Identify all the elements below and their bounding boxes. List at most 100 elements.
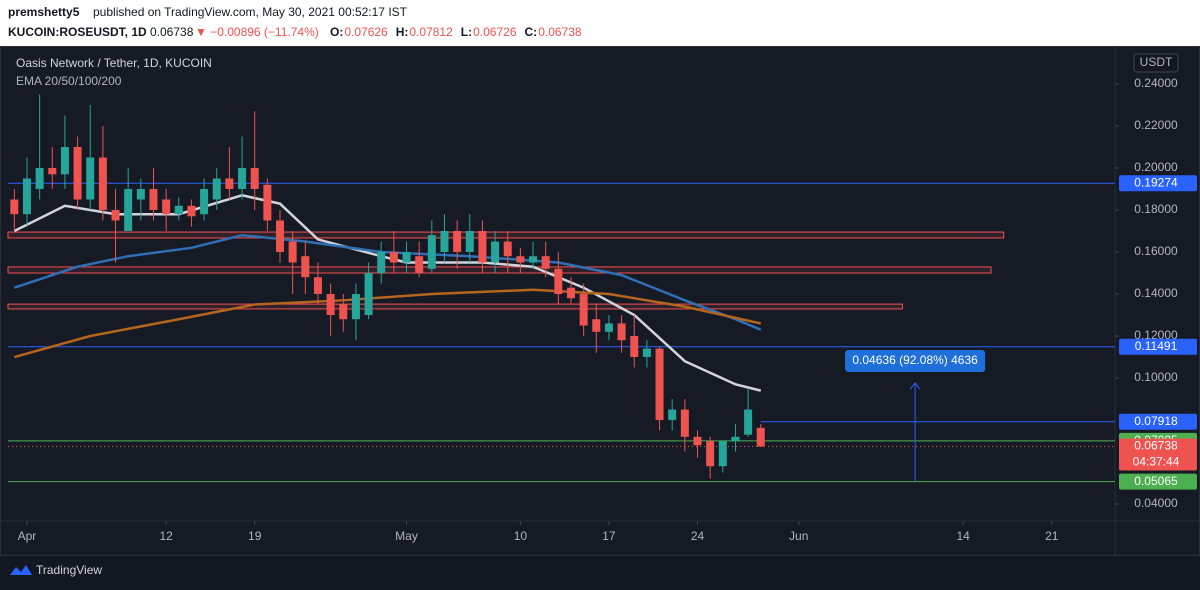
candle-body	[503, 241, 512, 257]
measure-label: 0.04636 (92.08%) 4636	[852, 353, 978, 367]
candle-body	[250, 167, 259, 189]
candle-body	[491, 241, 500, 263]
candle-body	[668, 409, 677, 421]
candle-body	[124, 188, 133, 232]
candle-body	[174, 205, 183, 215]
x-tick-label: 12	[159, 529, 173, 543]
y-tick-label: 0.14000	[1134, 286, 1178, 300]
candle-body	[744, 409, 753, 435]
countdown: 04:37:44	[1133, 455, 1180, 469]
candle-body	[604, 323, 613, 332]
price-label: 0.06738	[1134, 439, 1178, 453]
candle-body	[86, 157, 95, 200]
x-tick-label: Apr	[18, 529, 37, 543]
candle-body	[706, 441, 715, 467]
candle-body	[326, 294, 335, 316]
candle-body	[529, 256, 538, 263]
candle-body	[377, 252, 386, 274]
y-tick-label: 0.04000	[1134, 496, 1178, 510]
candle-body	[351, 294, 360, 320]
y-tick-label: 0.24000	[1134, 76, 1178, 90]
price-label-bg	[1119, 438, 1197, 471]
candle-body	[516, 256, 525, 263]
price: 0.06738	[150, 25, 194, 39]
candle-body	[465, 231, 474, 253]
candle-body	[73, 146, 82, 200]
ohlc-label: C:	[525, 25, 538, 39]
y-tick-label: 0.22000	[1134, 118, 1178, 132]
x-tick-label: 14	[957, 529, 971, 543]
y-tick-label: 0.10000	[1134, 370, 1178, 384]
measure-box	[845, 350, 986, 373]
candle-body	[453, 231, 462, 253]
x-tick-label: 21	[1045, 529, 1059, 543]
ohlc: O: 0.07626 H: 0.07812 L: 0.06726 C: 0.06738	[330, 25, 582, 39]
candle-body	[642, 348, 651, 358]
ohlc-label: L:	[461, 25, 472, 39]
candle-body	[630, 336, 639, 358]
candle-body	[579, 294, 588, 326]
candle-body	[238, 167, 247, 189]
symbol: KUCOIN:ROSEUSDT, 1D	[8, 25, 147, 39]
ohlc-value: 0.07812	[409, 25, 453, 39]
candle-body	[339, 304, 348, 320]
published: published on TradingView.com, May 30, 20…	[93, 5, 408, 19]
y-tick-label: 0.18000	[1134, 202, 1178, 216]
y-tick-label: 0.12000	[1134, 328, 1178, 342]
candle-body	[427, 235, 436, 269]
candle-body	[48, 167, 57, 175]
chart-title: Oasis Network / Tether, 1D, KUCOIN	[16, 56, 212, 70]
candle-body	[162, 199, 171, 215]
change: ▼ −0.00896 (−11.74%)	[195, 25, 319, 39]
candle-body	[22, 178, 31, 215]
unit-label: USDT	[1140, 55, 1173, 69]
candle-body	[136, 188, 145, 200]
candle-body	[617, 323, 626, 341]
candle-body	[288, 241, 297, 263]
ohlc-label: H:	[396, 25, 409, 39]
candle-body	[364, 273, 373, 316]
candle-body	[718, 441, 727, 467]
candle-body	[149, 188, 158, 210]
author: premshetty5	[8, 5, 80, 19]
candle-body	[212, 178, 221, 200]
x-tick-label: 24	[691, 529, 705, 543]
x-tick-label: May	[395, 529, 418, 543]
candle-body	[111, 210, 120, 221]
chart-subtitle: EMA 20/50/100/200	[16, 74, 122, 88]
candle-body	[554, 268, 563, 295]
candle-body	[301, 256, 310, 278]
plot-bg	[0, 46, 1200, 556]
header-bg	[0, 0, 1200, 46]
candle-body	[655, 348, 664, 421]
candle-body	[35, 167, 44, 189]
candle-body	[756, 427, 765, 447]
x-tick-label: 17	[602, 529, 616, 543]
brand: TradingView	[36, 563, 102, 577]
candle-body	[478, 231, 487, 263]
y-tick-label: 0.20000	[1134, 160, 1178, 174]
x-tick-label: 19	[248, 529, 262, 543]
candle-body	[98, 157, 107, 210]
candle-body	[440, 231, 449, 253]
candle-body	[731, 436, 740, 442]
candle-body	[313, 277, 322, 295]
x-tick-label: Jun	[789, 529, 808, 543]
x-tick-label: 10	[514, 529, 528, 543]
price-label: 0.05065	[1134, 474, 1178, 488]
candle-body	[592, 319, 601, 332]
candle-body	[263, 184, 272, 221]
candle-body	[389, 252, 398, 263]
candle-body	[60, 146, 69, 175]
candle-body	[693, 436, 702, 446]
y-tick-label: 0.16000	[1134, 244, 1178, 258]
logo	[10, 565, 32, 575]
price-label-bg	[1119, 175, 1197, 192]
price-label: 0.07918	[1134, 414, 1178, 428]
price-label: 0.19274	[1134, 175, 1178, 189]
candle-body	[402, 252, 411, 263]
candle-body	[225, 178, 234, 189]
candle-body	[10, 199, 19, 215]
